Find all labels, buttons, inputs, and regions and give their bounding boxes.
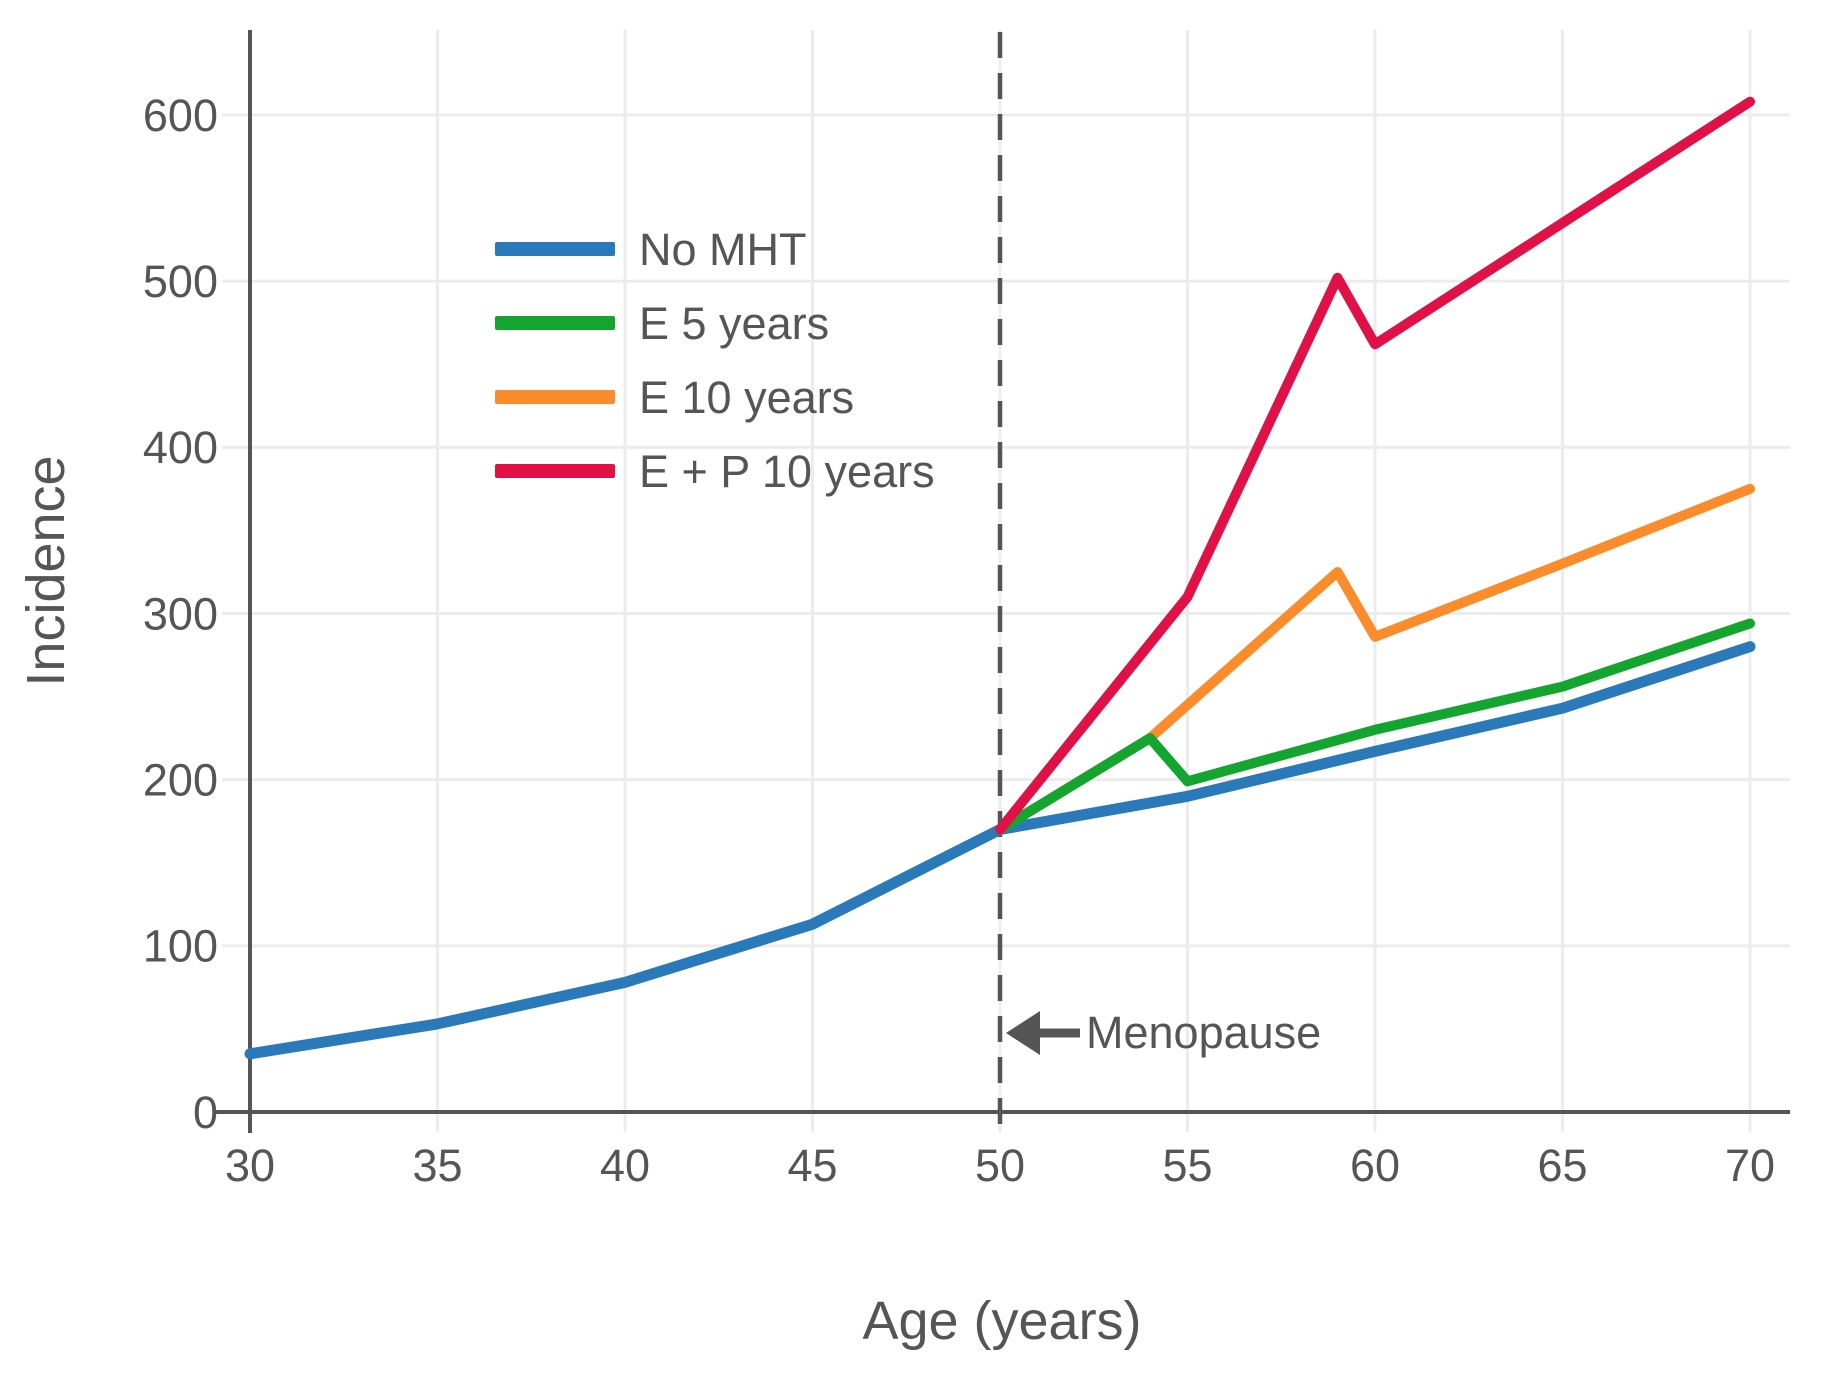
legend-label-no-mht: No MHT (639, 223, 807, 275)
x-tick-label-50: 50 (975, 1140, 1025, 1191)
series-line-e-5-years (995, 618, 1755, 835)
legend-swatch-no-mht (495, 242, 615, 256)
x-tick-label-45: 45 (787, 1140, 837, 1191)
legend-swatch-e5 (495, 316, 615, 330)
x-axis-title: Age (years) (862, 1291, 1142, 1351)
y-tick-label-200: 200 (143, 754, 218, 805)
y-tick-label-0: 0 (193, 1087, 218, 1138)
legend-label-e10: E 10 years (639, 371, 855, 423)
legend-label-e5: E 5 years (639, 297, 830, 349)
legend-label-ep10: E + P 10 years (639, 445, 935, 497)
y-tick-label-600: 600 (143, 90, 218, 141)
y-tick-label-500: 500 (143, 256, 218, 307)
y-axis-title: Incidence (16, 455, 76, 687)
legend: No MHT E 5 years E 10 years E + P 10 yea… (495, 212, 935, 508)
y-tick-label-400: 400 (143, 422, 218, 473)
menopause-annotation-label: Menopause (1086, 1007, 1322, 1058)
x-tick-label-55: 55 (1162, 1140, 1212, 1191)
legend-row-e10: E 10 years (495, 360, 935, 434)
x-tick-label-65: 65 (1537, 1140, 1587, 1191)
legend-row-e5: E 5 years (495, 286, 935, 360)
x-tick-label-40: 40 (600, 1140, 650, 1191)
x-tick-label-30: 30 (225, 1140, 275, 1191)
legend-swatch-e10 (495, 390, 615, 404)
menopause-left-arrow-icon (1006, 1011, 1080, 1055)
y-tick-label-300: 300 (143, 588, 218, 639)
legend-row-no-mht: No MHT (495, 212, 935, 286)
legend-swatch-ep10 (495, 464, 615, 478)
x-tick-label-60: 60 (1350, 1140, 1400, 1191)
x-tick-label-70: 70 (1725, 1140, 1775, 1191)
y-tick-label-100: 100 (143, 921, 218, 972)
series-line-e-p-10-years (995, 96, 1755, 835)
x-tick-label-35: 35 (412, 1140, 462, 1191)
legend-row-ep10: E + P 10 years (495, 434, 935, 508)
